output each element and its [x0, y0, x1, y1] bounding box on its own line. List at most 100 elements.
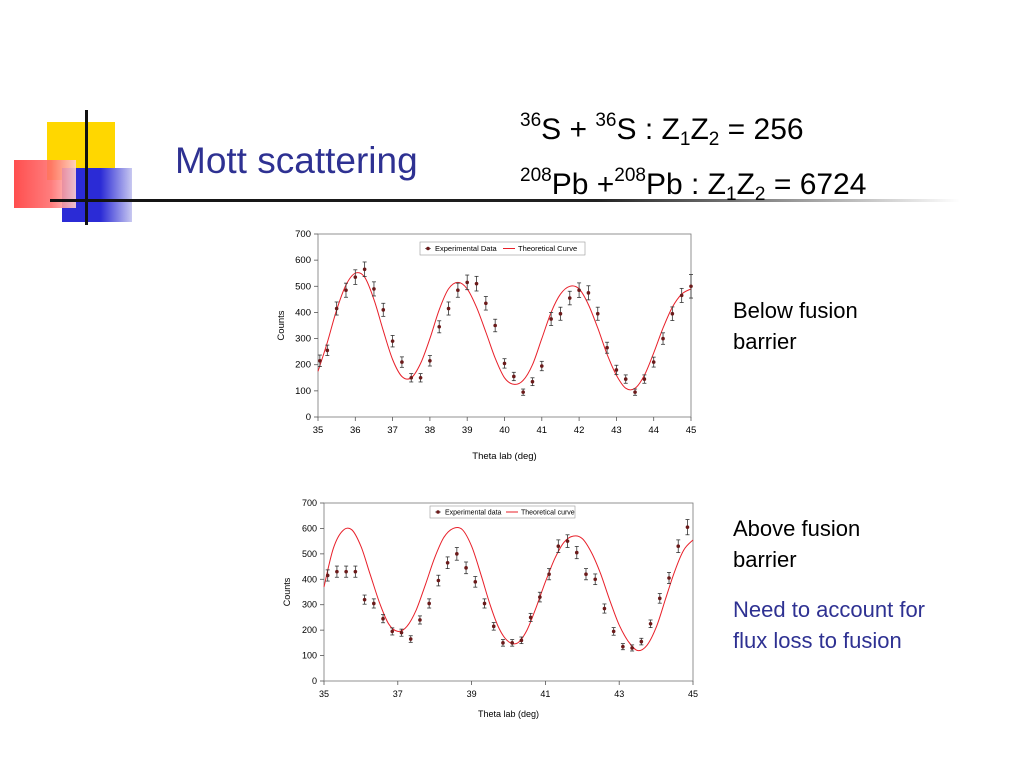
data-point [318, 358, 322, 363]
x-tick-label: 38 [425, 425, 436, 436]
data-point [633, 390, 637, 394]
data-point [667, 576, 671, 580]
data-point [558, 311, 563, 316]
y-tick-label: 500 [295, 281, 311, 292]
data-point [685, 525, 690, 529]
data-point [639, 639, 644, 644]
data-point [418, 375, 423, 380]
data-point [381, 616, 385, 621]
data-point [556, 544, 561, 549]
y-tick-label: 700 [295, 229, 311, 240]
data-point [565, 539, 570, 543]
legend-label-curve: Theoretical Curve [518, 244, 577, 253]
x-tick-label: 42 [574, 425, 585, 436]
legend-box [429, 505, 576, 519]
data-point [400, 360, 404, 364]
x-tick-label: 43 [611, 425, 622, 436]
data-point [593, 577, 598, 582]
x-axis-label: Theta lab (deg) [478, 709, 539, 719]
data-point [455, 552, 459, 556]
data-point [538, 595, 542, 599]
data-point [344, 288, 348, 293]
data-point [577, 288, 581, 293]
x-tick-label: 37 [393, 689, 403, 699]
data-point [437, 325, 442, 329]
data-point [465, 280, 469, 285]
data-point [679, 293, 684, 298]
data-point [418, 618, 422, 622]
data-point [491, 624, 496, 629]
data-point [574, 550, 579, 555]
data-point [501, 641, 505, 645]
data-point [456, 288, 460, 293]
data-point [428, 358, 432, 363]
data-point [605, 345, 609, 350]
data-point [661, 336, 665, 341]
deco-horizontal-rule [50, 199, 960, 202]
y-tick-label: 0 [312, 676, 317, 686]
data-point [670, 311, 675, 316]
data-point [409, 375, 414, 380]
x-tick-label: 39 [462, 425, 473, 436]
x-tick-label: 44 [648, 425, 659, 436]
x-tick-label: 37 [387, 425, 398, 436]
y-tick-label: 300 [295, 334, 311, 345]
y-axis-label: Counts [276, 310, 287, 340]
legend-label-data: Experimental Data [435, 244, 498, 253]
x-tick-label: 41 [540, 689, 550, 699]
legend-label-data: Experimental data [445, 510, 502, 517]
legend-marker [436, 510, 440, 514]
legend-label-curve: Theoretical curve [521, 510, 575, 517]
data-point [353, 569, 358, 574]
y-tick-label: 500 [302, 549, 317, 559]
data-point [372, 287, 376, 291]
equation-lead: 208Pb +208Pb : Z1Z2 = 6724 [520, 165, 867, 205]
data-point [502, 361, 507, 366]
data-point [390, 339, 395, 343]
y-tick-label: 200 [295, 360, 311, 371]
data-point [614, 368, 619, 372]
data-point [325, 348, 330, 353]
x-tick-label: 39 [467, 689, 477, 699]
y-tick-label: 100 [295, 386, 311, 397]
data-point [547, 572, 551, 576]
x-tick-label: 45 [686, 425, 697, 436]
data-point [427, 601, 431, 606]
data-point [648, 621, 653, 626]
data-point [344, 569, 348, 574]
x-axis-label: Theta lab (deg) [472, 451, 536, 462]
chart-above-barrier: 0 100 200 300 400 500 600 700 35 37 39 41 43 45 Theta … [282, 498, 698, 719]
data-point [676, 544, 681, 549]
data-point [510, 641, 514, 645]
y-axis-label: Counts [282, 577, 292, 606]
data-point [474, 281, 479, 286]
y-tick-label: 700 [302, 498, 317, 508]
data-point [549, 317, 553, 321]
data-point [630, 646, 634, 650]
y-tick-label: 400 [302, 574, 317, 584]
data-point [540, 364, 544, 368]
data-point [595, 311, 600, 316]
x-tick-label: 41 [537, 425, 548, 436]
data-point [334, 306, 339, 311]
data-point [362, 267, 367, 272]
data-point [689, 284, 693, 289]
legend-box [419, 241, 586, 256]
y-tick-label: 400 [295, 307, 311, 318]
note-below-fusion: Below fusion barrier [733, 298, 858, 354]
data-point [512, 374, 516, 379]
y-tick-label: 600 [302, 523, 317, 533]
data-point [621, 644, 625, 649]
data-point [372, 601, 376, 606]
data-point [399, 630, 404, 635]
x-tick-label: 43 [614, 689, 624, 699]
y-tick-label: 600 [295, 255, 311, 266]
x-tick-label: 40 [499, 425, 510, 436]
data-point [362, 597, 367, 602]
note-above-fusion: Above fusion barrier [733, 516, 861, 572]
y-tick-label: 200 [302, 625, 317, 635]
data-point [484, 301, 488, 306]
data-point [602, 606, 607, 611]
data-point [651, 360, 656, 364]
data-point [519, 638, 524, 643]
